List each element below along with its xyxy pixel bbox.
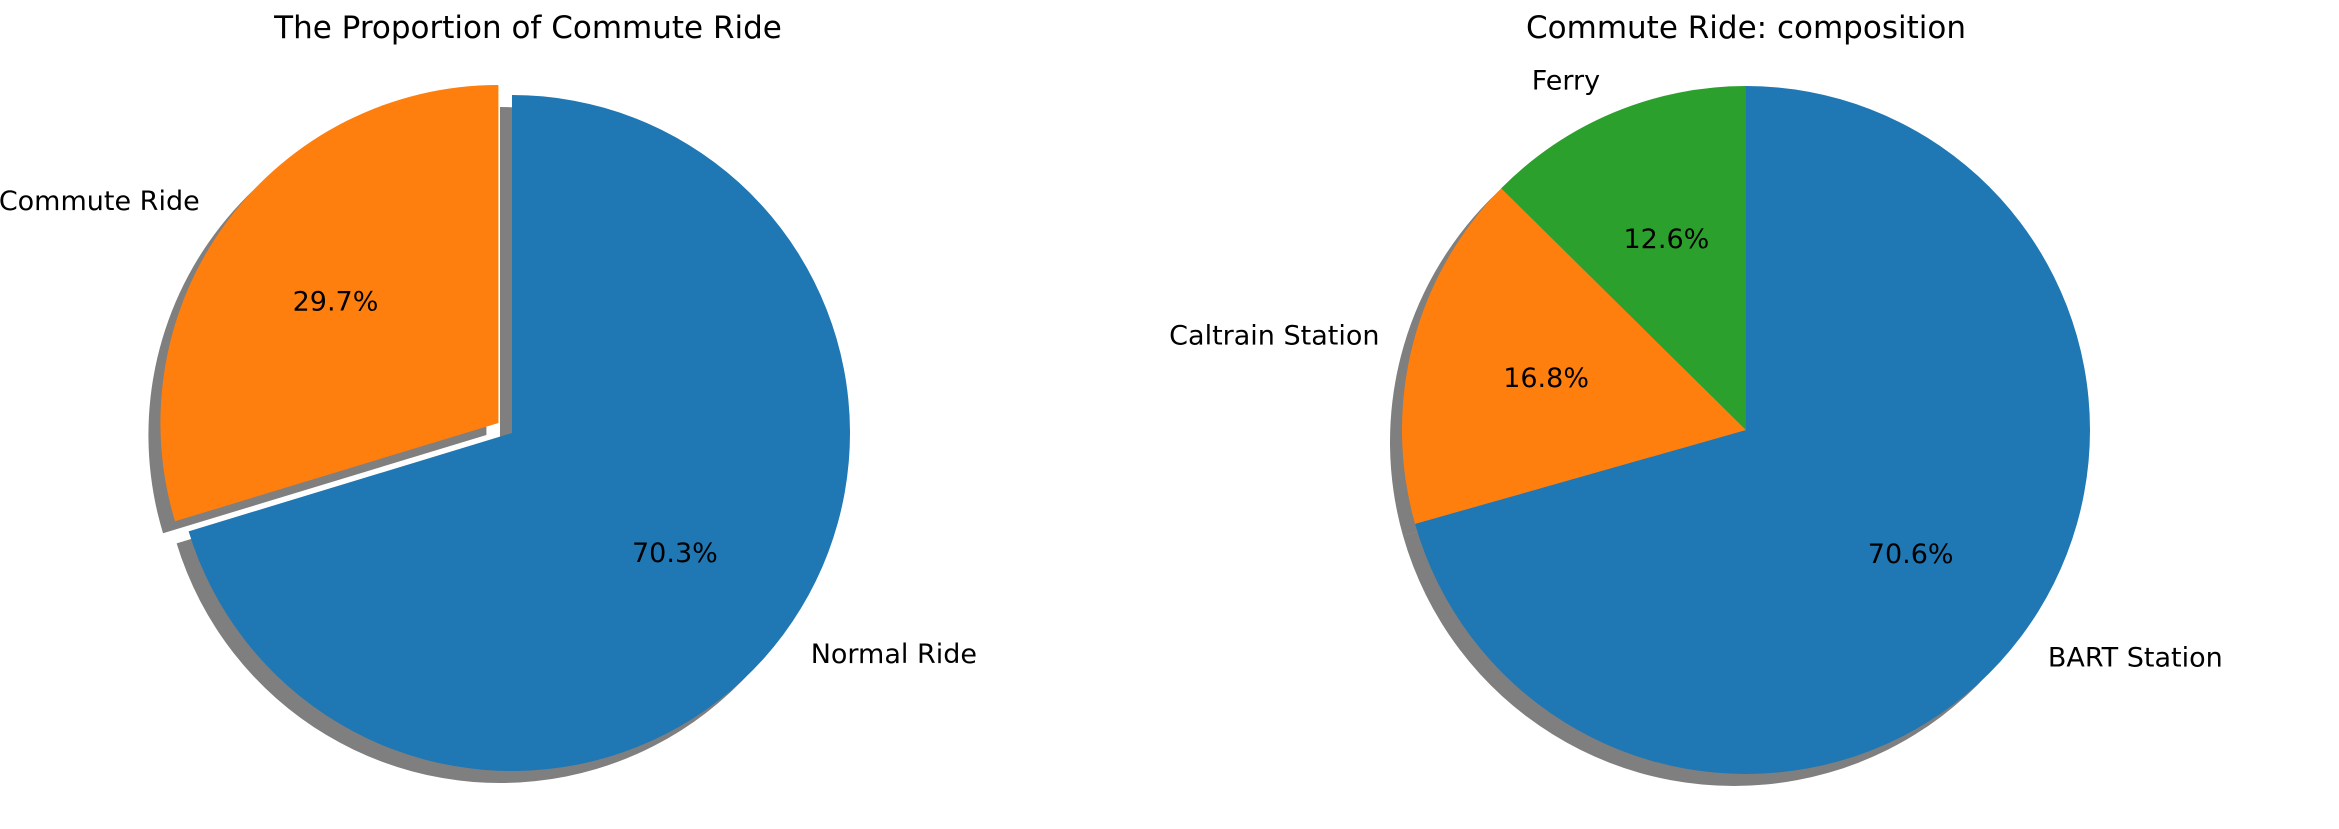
slice-label-caltrain-station: Caltrain Station xyxy=(1169,320,1379,351)
wedge-bart-station xyxy=(1415,86,2090,774)
pie-chart-commute-proportion: The Proportion of Commute Ride Normal Ri… xyxy=(0,10,977,783)
pie-chart-commute-composition: Commute Ride: composition BART Station 70… xyxy=(1169,10,2223,787)
wedge-ferry xyxy=(1501,86,1746,430)
percent-label-caltrain-station: 16.8% xyxy=(1503,363,1589,394)
percent-label-commute-ride: 29.7% xyxy=(293,287,379,318)
chart-title: The Proportion of Commute Ride xyxy=(273,10,782,46)
wedge-normal-ride xyxy=(188,95,850,771)
slice-label-ferry: Ferry xyxy=(1532,65,1600,96)
slice-label-bart-station: BART Station xyxy=(2048,643,2223,674)
percent-label-normal-ride: 70.3% xyxy=(632,538,718,569)
chart-title: Commute Ride: composition xyxy=(1526,10,1966,46)
wedge-commute-ride xyxy=(160,84,499,522)
wedge-caltrain-station xyxy=(1401,188,1746,524)
slice-label-commute-ride: Commute Ride xyxy=(0,186,200,217)
percent-label-ferry: 12.6% xyxy=(1624,224,1710,255)
percent-label-bart-station: 70.6% xyxy=(1868,539,1954,570)
slice-label-normal-ride: Normal Ride xyxy=(811,639,977,670)
